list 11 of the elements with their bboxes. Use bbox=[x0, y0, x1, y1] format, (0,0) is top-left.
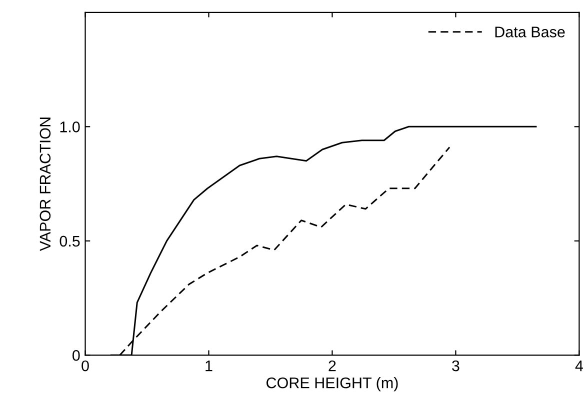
x-axis-title: CORE HEIGHT (m) bbox=[266, 377, 398, 392]
y-tick-label: 1.0 bbox=[60, 122, 80, 132]
legend-label: Data Base bbox=[495, 26, 565, 38]
x-tick-label: 4 bbox=[575, 360, 583, 372]
x-tick-label: 2 bbox=[328, 360, 336, 372]
x-tick-label: 3 bbox=[452, 360, 460, 372]
y-tick-label: 0.5 bbox=[60, 236, 80, 247]
x-tick-label: 1 bbox=[206, 360, 212, 372]
y-tick-label: 0 bbox=[72, 350, 80, 361]
x-tick-label: 0 bbox=[82, 360, 89, 372]
y-axis-title: VAPOR FRACTION bbox=[40, 118, 51, 252]
